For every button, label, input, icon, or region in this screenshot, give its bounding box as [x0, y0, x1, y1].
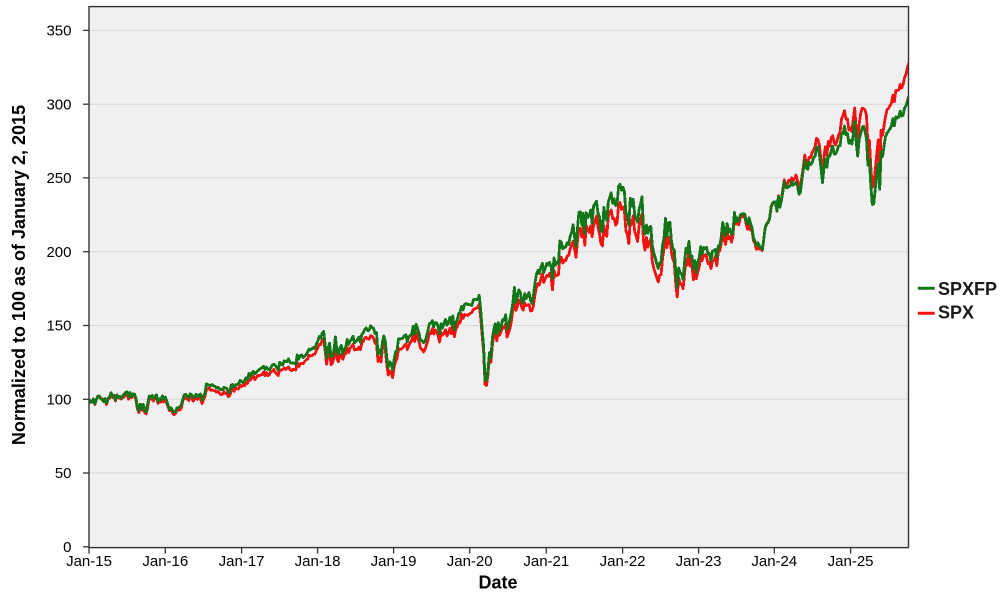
svg-text:Jan-23: Jan-23 [676, 553, 722, 570]
svg-text:Jan-22: Jan-22 [600, 553, 646, 570]
svg-text:150: 150 [46, 318, 71, 335]
svg-text:Jan-21: Jan-21 [523, 553, 569, 570]
svg-text:300: 300 [46, 96, 71, 113]
svg-text:200: 200 [46, 244, 71, 261]
svg-text:Jan-24: Jan-24 [751, 553, 797, 570]
svg-text:Normalized to 100 as of Januar: Normalized to 100 as of January 2, 2015 [9, 105, 29, 445]
svg-text:0: 0 [63, 539, 71, 556]
svg-text:Date: Date [478, 573, 517, 593]
svg-text:Jan-19: Jan-19 [371, 553, 417, 570]
svg-text:250: 250 [46, 170, 71, 187]
svg-text:Jan-20: Jan-20 [447, 553, 493, 570]
svg-text:Jan-16: Jan-16 [142, 553, 188, 570]
svg-text:SPXFP: SPXFP [938, 279, 997, 299]
svg-text:Jan-18: Jan-18 [295, 553, 341, 570]
svg-text:100: 100 [46, 392, 71, 409]
svg-text:Jan-17: Jan-17 [219, 553, 265, 570]
svg-text:350: 350 [46, 23, 71, 40]
svg-text:Jan-15: Jan-15 [66, 553, 112, 570]
svg-text:50: 50 [55, 465, 72, 482]
svg-text:Jan-25: Jan-25 [828, 553, 874, 570]
svg-text:SPX: SPX [938, 303, 974, 323]
